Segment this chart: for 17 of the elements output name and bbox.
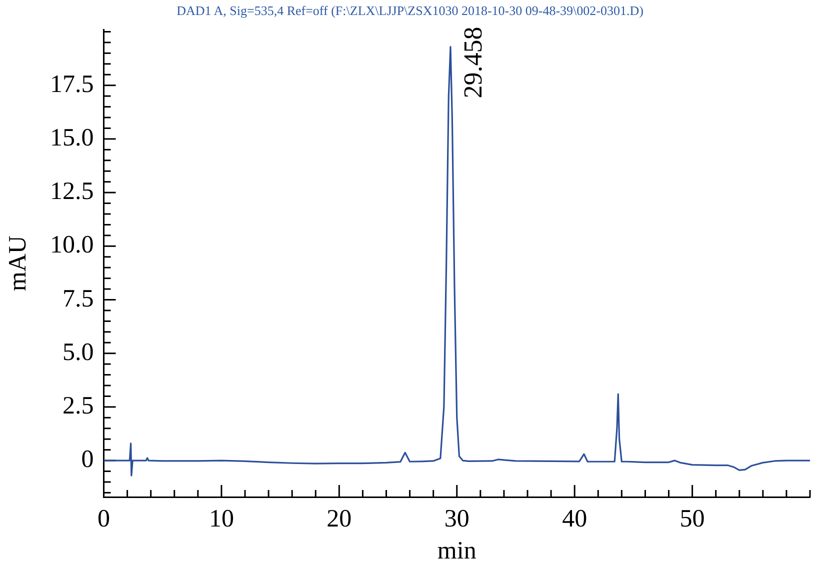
y-tick-label: 17.5 (50, 70, 94, 98)
y-tick-label: 15.0 (50, 124, 94, 152)
x-tick-label: 10 (208, 506, 234, 533)
y-tick-label: 5.0 (62, 338, 94, 366)
y-tick-label: 10.0 (50, 232, 94, 259)
y-tick-label: 0 (81, 446, 94, 474)
y-tick-label: 7.5 (62, 285, 94, 312)
x-tick-label: 50 (680, 506, 705, 533)
y-axis-title: mAU (4, 236, 32, 292)
x-axis-title: min (437, 538, 477, 565)
y-tick-label: 12.5 (50, 178, 94, 206)
chart-title: DAD1 A, Sig=535,4 Ref=off (F:\ZLX\LJJP\ZSX1030 2018-10-30 09-48-39\002-0301.D) (176, 3, 644, 18)
x-tick-label: 30 (444, 506, 470, 533)
x-tick-label: 40 (562, 506, 588, 533)
annotation: 29.458 (458, 26, 488, 98)
x-tick-label: 20 (326, 506, 352, 533)
y-tick-label: 2.5 (62, 392, 94, 420)
